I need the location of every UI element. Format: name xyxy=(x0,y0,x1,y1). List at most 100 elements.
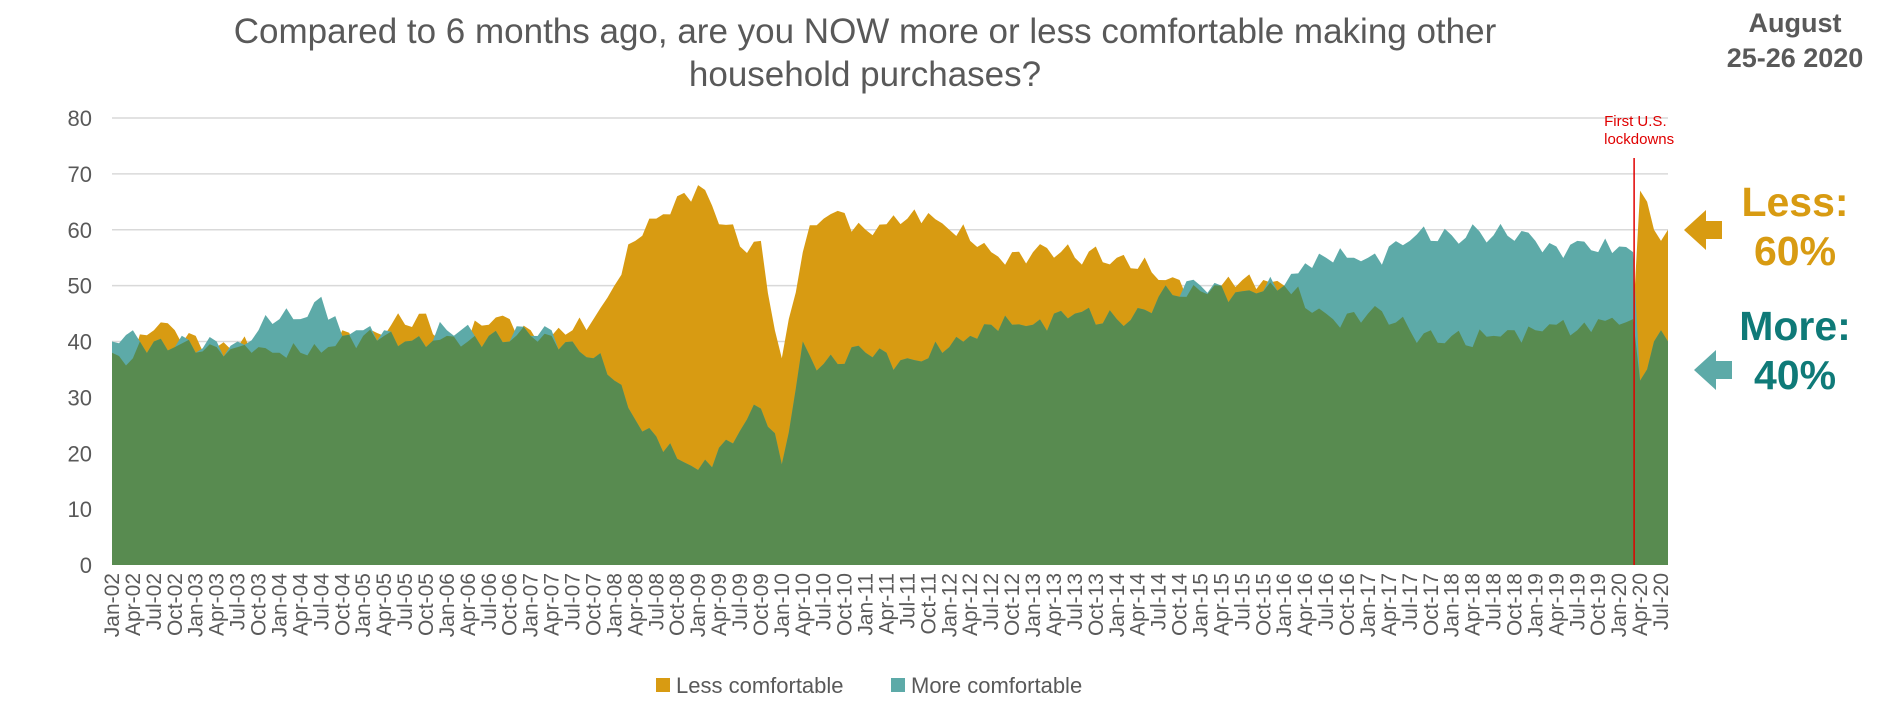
x-tick-label: Apr-06 xyxy=(457,573,480,636)
x-tick-label: Jul-12 xyxy=(980,573,1003,630)
x-tick-label: Oct-18 xyxy=(1504,573,1527,636)
x-tick-label: Apr-17 xyxy=(1378,573,1401,636)
x-tick-label: Apr-20 xyxy=(1629,573,1652,636)
x-tick-label: Jan-04 xyxy=(269,573,292,638)
x-tick-label: Oct-08 xyxy=(666,573,689,636)
date-line-2: 25-26 2020 xyxy=(1726,43,1864,73)
lockdown-annotation: First U.S. lockdowns xyxy=(1604,113,1674,565)
x-tick-label: Oct-07 xyxy=(583,573,606,636)
less-callout: Less: 60% xyxy=(1720,178,1870,276)
x-tick-label: Apr-15 xyxy=(1210,573,1233,636)
x-tick-label: Jul-07 xyxy=(562,573,585,630)
x-tick-label: Oct-09 xyxy=(750,573,773,636)
more-arrow-icon xyxy=(1694,350,1732,390)
x-tick-label: Jul-16 xyxy=(1315,573,1338,630)
x-tick-label: Jul-18 xyxy=(1483,573,1506,630)
x-tick-label: Jan-14 xyxy=(1106,573,1129,638)
legend-label-more: More comfortable xyxy=(911,673,1082,698)
x-tick-label: Jul-05 xyxy=(394,573,417,630)
x-tick-label: Jul-03 xyxy=(227,573,250,630)
x-tick-label: Jan-08 xyxy=(603,573,626,637)
x-tick-label: Apr-16 xyxy=(1294,573,1317,636)
x-tick-label: Oct-04 xyxy=(331,573,354,636)
x-tick-label: Jan-17 xyxy=(1357,573,1380,637)
x-tick-label: Apr-07 xyxy=(541,573,564,636)
plot-areas xyxy=(112,185,1668,565)
x-tick-label: Jul-14 xyxy=(1148,573,1171,631)
y-tick-label: 10 xyxy=(68,497,92,522)
x-tick-label: Apr-03 xyxy=(206,573,229,636)
x-tick-label: Jan-07 xyxy=(520,573,543,637)
x-tick-label: Apr-13 xyxy=(1043,573,1066,636)
callout-arrows xyxy=(1684,210,1732,390)
legend-swatch-less xyxy=(656,678,670,692)
x-tick-label: Apr-02 xyxy=(122,573,145,636)
x-tick-label: Oct-06 xyxy=(499,573,522,636)
x-tick-label: Apr-19 xyxy=(1545,573,1568,636)
x-tick-label: Jul-02 xyxy=(143,573,166,630)
x-tick-label: Jan-05 xyxy=(352,573,375,637)
x-tick-label: Jan-12 xyxy=(938,573,961,637)
legend-swatch-more xyxy=(891,678,905,692)
legend-label-less: Less comfortable xyxy=(676,673,844,698)
y-tick-label: 60 xyxy=(68,218,92,243)
x-tick-label: Jul-11 xyxy=(896,573,919,629)
x-tick-label: Oct-16 xyxy=(1336,573,1359,636)
y-tick-label: 80 xyxy=(68,106,92,131)
x-tick-label: Oct-03 xyxy=(248,573,271,636)
x-tick-label: Apr-05 xyxy=(373,573,396,636)
x-tick-label: Apr-12 xyxy=(959,573,982,636)
legend: Less comfortable More comfortable xyxy=(656,673,1082,698)
x-tick-label: Jul-09 xyxy=(729,573,752,630)
annotation-text-line-2: lockdowns xyxy=(1604,131,1674,148)
x-tick-label: Oct-19 xyxy=(1587,573,1610,636)
x-tick-label: Jan-15 xyxy=(1190,573,1213,637)
x-tick-label: Jan-10 xyxy=(771,573,794,637)
x-tick-label: Oct-11 xyxy=(917,573,940,634)
less-callout-label: Less: xyxy=(1741,179,1849,225)
x-tick-label: Jan-06 xyxy=(436,573,459,637)
x-tick-label: Oct-15 xyxy=(1252,573,1275,636)
x-tick-label: Jan-03 xyxy=(185,573,208,637)
x-tick-label: Jul-19 xyxy=(1566,573,1589,630)
x-tick-label: Apr-18 xyxy=(1462,573,1485,636)
x-tick-label: Jul-06 xyxy=(478,573,501,630)
date-label: August 25-26 2020 xyxy=(1710,6,1880,76)
x-tick-label: Oct-02 xyxy=(164,573,187,636)
less-callout-value: 60% xyxy=(1753,228,1837,274)
x-tick-label: Apr-11 xyxy=(876,573,899,634)
y-tick-label: 20 xyxy=(68,441,92,466)
series-overlap-area xyxy=(112,282,1668,565)
date-line-1: August xyxy=(1748,8,1842,38)
x-tick-label: Jul-17 xyxy=(1399,573,1422,630)
x-tick-label: Jul-04 xyxy=(310,573,333,631)
more-callout-value: 40% xyxy=(1753,352,1837,398)
y-tick-label: 70 xyxy=(68,162,92,187)
y-tick-label: 0 xyxy=(80,553,92,578)
less-arrow-icon xyxy=(1684,210,1722,250)
annotation-text-line-1: First U.S. xyxy=(1604,113,1667,130)
more-callout: More: 40% xyxy=(1720,302,1870,400)
x-tick-label: Apr-04 xyxy=(289,573,312,636)
x-tick-label: Jan-20 xyxy=(1608,573,1631,637)
x-tick-label: Jul-20 xyxy=(1650,573,1673,630)
x-tick-label: Jul-13 xyxy=(1064,573,1087,630)
x-tick-label: Jan-19 xyxy=(1524,573,1547,637)
x-axis-ticks: Jan-02Apr-02Jul-02Oct-02Jan-03Apr-03Jul-… xyxy=(101,573,1673,638)
x-tick-label: Jan-13 xyxy=(1022,573,1045,637)
x-tick-label: Oct-17 xyxy=(1420,573,1443,636)
x-tick-label: Jan-09 xyxy=(687,573,710,637)
x-tick-label: Apr-10 xyxy=(792,573,815,636)
y-tick-label: 40 xyxy=(68,330,92,355)
x-tick-label: Oct-12 xyxy=(1001,573,1024,636)
x-tick-label: Jan-16 xyxy=(1273,573,1296,637)
x-tick-label: Oct-10 xyxy=(834,573,857,636)
x-tick-label: Jan-18 xyxy=(1441,573,1464,637)
x-tick-label: Apr-09 xyxy=(708,573,731,636)
x-tick-label: Jul-15 xyxy=(1231,573,1254,630)
y-tick-label: 30 xyxy=(68,385,92,410)
y-tick-label: 50 xyxy=(68,274,92,299)
chart-title: Compared to 6 months ago, are you NOW mo… xyxy=(233,12,1497,94)
x-tick-label: Apr-14 xyxy=(1127,573,1150,636)
